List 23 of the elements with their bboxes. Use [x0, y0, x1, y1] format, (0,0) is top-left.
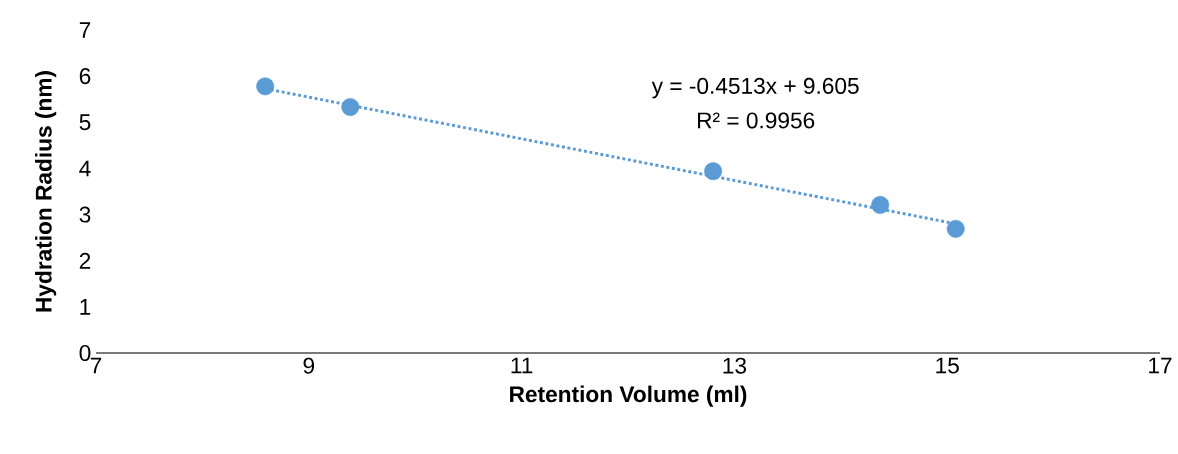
- y-tick-label: 5: [79, 114, 91, 131]
- y-tick-label: 0: [79, 344, 91, 362]
- point: [704, 162, 723, 181]
- point: [341, 98, 360, 116]
- annotation: R² = 0.9956: [698, 112, 815, 129]
- y-tick-label: 3: [79, 206, 91, 223]
- point: [256, 77, 275, 96]
- point: [871, 195, 890, 214]
- point: [946, 219, 965, 238]
- x-tick-label: 9: [303, 357, 315, 374]
- y-tick-label: 7: [79, 22, 91, 38]
- y-axis-title: Hydration Radius (nm): [35, 71, 57, 312]
- y-tick-label: 4: [79, 160, 91, 177]
- y-tick-label: 1: [80, 299, 91, 315]
- annotation: y = -0.4513x + 9.605: [651, 77, 859, 99]
- y-tick-label: 2: [79, 252, 91, 269]
- x-tick-label: 11: [511, 357, 533, 374]
- x-tick-label: 15: [936, 357, 959, 374]
- x-tick-label: 17: [1149, 357, 1172, 374]
- x-axis-title: Retention Volume (ml): [510, 385, 747, 407]
- x-tick-label: 7: [90, 357, 102, 374]
- y-tick-label: 6: [79, 68, 91, 85]
- x-tick-label: 13: [723, 357, 747, 374]
